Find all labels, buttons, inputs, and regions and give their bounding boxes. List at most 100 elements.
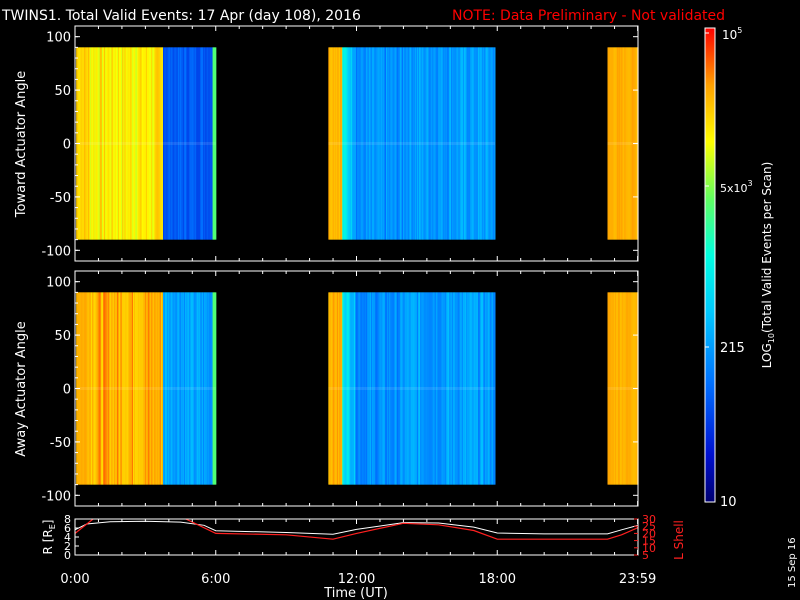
heatmap-column (419, 47, 421, 240)
heatmap-column (146, 292, 149, 485)
heatmap-column (473, 292, 476, 485)
heatmap-column (368, 47, 371, 240)
heatmap-column (376, 47, 379, 240)
heatmap-column (618, 292, 620, 485)
heatmap-column (96, 292, 99, 485)
heatmap-column (89, 47, 91, 240)
heatmap-column (142, 47, 145, 240)
heatmap-column (167, 47, 169, 240)
heatmap-column (623, 47, 625, 240)
heatmap-column (98, 47, 101, 240)
heatmap-column (384, 292, 387, 485)
heatmap-column (191, 292, 194, 485)
heatmap-column (366, 47, 369, 240)
heatmap-column (351, 292, 354, 485)
heatmap-column (96, 47, 99, 240)
heatmap-away (76, 292, 639, 485)
heatmap-column (167, 292, 169, 485)
date-stamp: 15 Sep 16 (787, 537, 798, 588)
heatmap-column (127, 292, 130, 485)
heatmap-column (382, 47, 385, 240)
heatmap-column (619, 47, 621, 240)
heatmap-column (371, 292, 373, 485)
heatmap-column (436, 47, 438, 240)
heatmap-column (399, 47, 402, 240)
heatmap-column (120, 292, 122, 485)
heatmap-column (396, 47, 399, 240)
heatmap-column (126, 47, 129, 240)
heatmap-column (392, 47, 395, 240)
heatmap-column (114, 292, 117, 485)
heatmap-column (177, 292, 180, 485)
heatmap-column (347, 292, 350, 485)
heatmap-column (422, 47, 424, 240)
heatmap-column (631, 47, 634, 240)
x-tick-label: 23:59 (619, 572, 656, 587)
ylabel-r-base: R [R (41, 529, 55, 554)
heatmap-column (381, 292, 384, 485)
heatmap-column (406, 292, 408, 485)
heatmap-column (447, 47, 450, 240)
heatmap-column (348, 292, 351, 485)
heatmap-column (194, 292, 197, 485)
heatmap-column (104, 292, 106, 485)
heatmap-column (395, 292, 398, 485)
heatmap-column (154, 292, 157, 485)
heatmap-column (345, 47, 348, 240)
heatmap-column (454, 292, 456, 485)
heatmap-column (82, 292, 85, 485)
heatmap-column (336, 292, 339, 485)
heatmap-column (455, 292, 458, 485)
heatmap-column (202, 292, 204, 485)
heatmap-column (450, 292, 452, 485)
heatmap-column (482, 292, 484, 485)
heatmap-column (362, 292, 365, 485)
colorbar-tick-label-mid: 5x103 (720, 179, 753, 195)
xlabel-time: Time (UT) (323, 586, 388, 600)
heatmap-column (341, 292, 343, 485)
heatmap-column (203, 292, 205, 485)
heatmap-column (619, 292, 621, 485)
heatmap-column (626, 292, 629, 485)
heatmap-column (421, 47, 423, 240)
heatmap-column (394, 292, 397, 485)
heatmap-column (165, 292, 167, 485)
heatmap-column (374, 47, 376, 240)
heatmap-column (415, 292, 418, 485)
heatmap-column (479, 292, 482, 485)
heatmap-column (423, 292, 426, 485)
heatmap-column (475, 292, 478, 485)
heatmap-column (113, 47, 116, 240)
heatmap-column (97, 292, 100, 485)
heatmap-column (328, 47, 331, 240)
heatmap-column (391, 292, 394, 485)
colorbar-tick-mid-mant: 5x10 (720, 182, 748, 195)
heatmap-column (414, 47, 417, 240)
heatmap-column (423, 47, 426, 240)
heatmap-column (188, 47, 190, 240)
heatmap-column (365, 292, 368, 485)
heatmap-column (185, 47, 187, 240)
heatmap-column (412, 292, 415, 485)
heatmap-column (462, 292, 465, 485)
y-tick-label: 0 (63, 138, 71, 153)
heatmap-column (397, 292, 400, 485)
heatmap-column (90, 292, 92, 485)
heatmap-column (407, 47, 410, 240)
heatmap-column (613, 47, 616, 240)
heatmap-column (211, 47, 214, 240)
heatmap-column (484, 292, 486, 485)
heatmap-column (165, 47, 167, 240)
heatmap-column (360, 292, 363, 485)
heatmap-column (397, 47, 400, 240)
heatmap-column (620, 292, 622, 485)
colorbar-tick-mid-exp: 3 (748, 179, 753, 188)
heatmap-column (153, 292, 155, 485)
heatmap-column (492, 292, 495, 485)
heatmap-column (100, 292, 103, 485)
heatmap-column (489, 292, 492, 485)
heatmap-column (438, 292, 440, 485)
heatmap-column (459, 47, 462, 240)
heatmap-column (336, 47, 339, 240)
